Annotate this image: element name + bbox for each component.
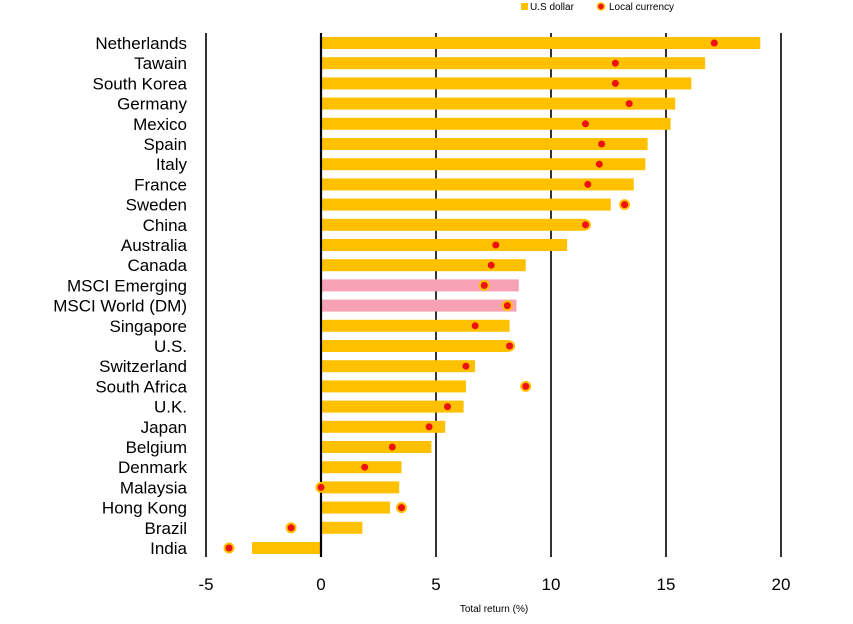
bar-japan bbox=[321, 420, 446, 433]
bar-france bbox=[321, 178, 634, 191]
category-label-belgium: Belgium bbox=[126, 438, 187, 457]
bar-belgium bbox=[321, 441, 432, 453]
legend-swatch-usd bbox=[521, 3, 528, 10]
bar-singapore bbox=[321, 319, 510, 332]
bar-brazil bbox=[321, 521, 363, 534]
x-tick-0: 0 bbox=[316, 575, 325, 594]
bar-mexico bbox=[321, 117, 671, 130]
bar-u-s- bbox=[321, 340, 510, 352]
dot-msci-world-dm- bbox=[501, 300, 513, 312]
bar-spain bbox=[321, 138, 648, 150]
dot-msci-emerging bbox=[478, 279, 490, 291]
category-label-sweden: Sweden bbox=[126, 196, 187, 215]
dot-south-africa bbox=[520, 380, 532, 392]
category-label-u-s-: U.S. bbox=[154, 337, 187, 356]
dots-local-currency bbox=[223, 37, 720, 554]
category-label-mexico: Mexico bbox=[133, 115, 187, 134]
category-label-china: China bbox=[143, 216, 188, 235]
bar-south-africa bbox=[321, 380, 466, 393]
category-label-canada: Canada bbox=[127, 256, 187, 275]
dot-australia bbox=[490, 239, 502, 251]
bar-india bbox=[252, 542, 321, 554]
category-label-msci-world-dm-: MSCI World (DM) bbox=[53, 297, 187, 316]
bar-msci-emerging bbox=[321, 279, 519, 292]
dot-japan bbox=[423, 421, 435, 433]
bar-netherlands bbox=[321, 37, 761, 49]
bar-hong-kong bbox=[321, 501, 390, 514]
dot-mexico bbox=[580, 118, 591, 130]
category-label-india: India bbox=[150, 539, 187, 558]
bar-australia bbox=[321, 239, 568, 251]
dot-canada bbox=[485, 259, 497, 271]
x-axis-title: Total return (%) bbox=[460, 604, 528, 615]
dot-tawain bbox=[609, 57, 621, 69]
category-label-tawain: Tawain bbox=[134, 54, 187, 73]
dot-france bbox=[582, 178, 594, 190]
category-label-malaysia: Malaysia bbox=[120, 478, 188, 497]
legend-label-usd: U.S dollar bbox=[530, 2, 575, 13]
bar-tawain bbox=[321, 57, 706, 70]
category-label-south-korea: South Korea bbox=[92, 74, 187, 93]
category-label-singapore: Singapore bbox=[109, 317, 187, 336]
bar-msci-world-dm- bbox=[321, 299, 517, 312]
dot-switzerland bbox=[460, 360, 472, 372]
category-label-germany: Germany bbox=[117, 95, 187, 114]
category-label-spain: Spain bbox=[144, 135, 187, 154]
category-label-msci-emerging: MSCI Emerging bbox=[67, 276, 187, 295]
category-label-italy: Italy bbox=[156, 155, 188, 174]
dot-singapore bbox=[469, 320, 481, 332]
gridlines bbox=[205, 33, 782, 557]
dot-u-k- bbox=[442, 401, 453, 413]
dot-china bbox=[580, 219, 591, 231]
dot-sweden bbox=[619, 199, 631, 211]
x-tick--5: -5 bbox=[198, 575, 213, 594]
dot-brazil bbox=[285, 522, 297, 534]
x-tick-20: 20 bbox=[772, 575, 791, 594]
bar-u-k- bbox=[321, 400, 464, 413]
dot-belgium bbox=[386, 441, 398, 453]
x-tick-5: 5 bbox=[431, 575, 440, 594]
legend-label-local: Local currency bbox=[609, 2, 674, 13]
legend: U.S dollar Local currency bbox=[521, 2, 674, 13]
category-label-japan: Japan bbox=[141, 418, 187, 437]
category-label-denmark: Denmark bbox=[118, 458, 187, 477]
bar-italy bbox=[321, 158, 646, 171]
dot-hong-kong bbox=[396, 502, 407, 514]
category-label-south-africa: South Africa bbox=[95, 377, 187, 396]
category-label-australia: Australia bbox=[121, 236, 188, 255]
dot-denmark bbox=[359, 461, 371, 473]
dot-india bbox=[223, 542, 235, 554]
bar-malaysia bbox=[321, 481, 400, 494]
category-label-brazil: Brazil bbox=[144, 519, 187, 538]
category-label-switzerland: Switzerland bbox=[99, 357, 187, 376]
dot-malaysia bbox=[315, 481, 327, 493]
x-tick-10: 10 bbox=[542, 575, 561, 594]
legend-dot-local bbox=[596, 2, 606, 11]
x-tick-labels: -5 0 5 10 15 20 bbox=[198, 575, 790, 594]
bar-germany bbox=[321, 97, 676, 110]
dot-netherlands bbox=[708, 37, 720, 49]
dot-south-korea bbox=[609, 77, 621, 89]
x-tick-15: 15 bbox=[657, 575, 676, 594]
category-label-netherlands: Netherlands bbox=[95, 34, 187, 53]
bar-switzerland bbox=[321, 360, 476, 373]
bar-sweden bbox=[321, 198, 611, 211]
category-label-france: France bbox=[134, 175, 187, 194]
dot-u-s- bbox=[504, 340, 516, 352]
category-label-u-k-: U.K. bbox=[154, 398, 187, 417]
bar-canada bbox=[321, 259, 526, 272]
category-label-hong-kong: Hong Kong bbox=[102, 499, 187, 518]
dot-spain bbox=[596, 138, 608, 150]
dot-germany bbox=[623, 98, 635, 110]
bars-usd bbox=[252, 37, 761, 554]
dot-italy bbox=[593, 158, 605, 170]
bar-south-korea bbox=[321, 77, 692, 90]
bar-china bbox=[321, 218, 586, 231]
